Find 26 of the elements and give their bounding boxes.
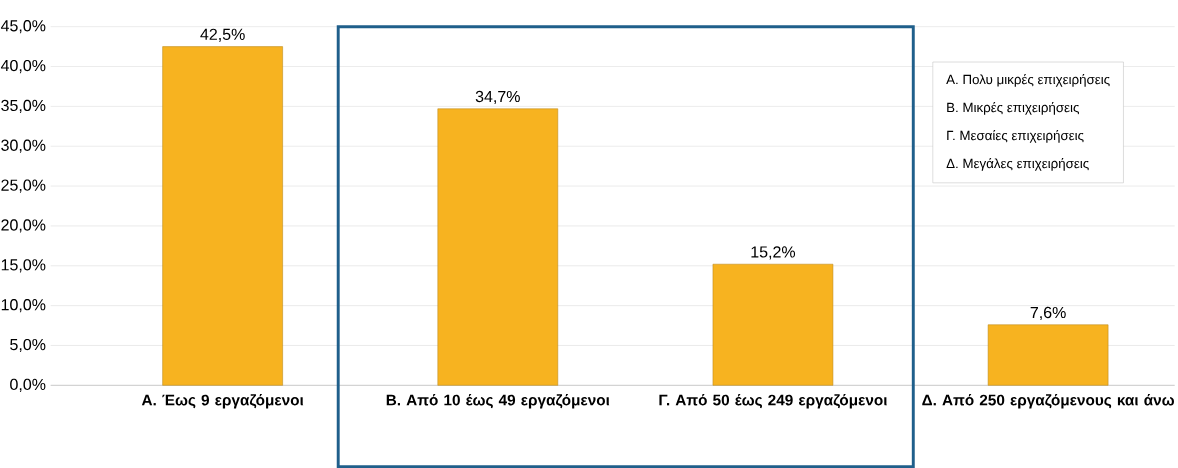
x-tick-label: Β. Από 10 έως 49 εργαζόμενοι	[386, 394, 610, 409]
y-tick-label: 0,0%	[10, 378, 46, 392]
annotation: Γ. Μεσαίες επιχειρήσεις	[947, 129, 1084, 143]
data-label: 7,6%	[1030, 306, 1066, 321]
bar	[162, 46, 283, 386]
bar	[437, 108, 559, 386]
annotation: Α. Πολυ μικρές επιχειρήσεις	[946, 74, 1110, 87]
y-tick-label: 45,0%	[0, 20, 46, 34]
bar	[712, 263, 834, 386]
y-tick-label: 40,0%	[0, 59, 46, 74]
x-tick-label: Δ. Από 250 εργαζόμενους και άνω	[922, 394, 1174, 409]
x-tick-label: Γ. Από 50 έως 249 εργαζόμενοι	[659, 394, 887, 409]
data-label: 42,5%	[200, 28, 245, 42]
y-tick-label: 20,0%	[1, 219, 46, 233]
y-tick-label: 10,0%	[1, 299, 46, 313]
annotation: Δ. Μεγάλες επιχειρήσεις	[946, 158, 1089, 171]
data-label: 34,7%	[475, 90, 520, 105]
y-tick-label: 25,0%	[1, 179, 46, 193]
y-tick-label: 35,0%	[1, 99, 46, 113]
bar	[987, 324, 1109, 386]
data-label: 15,2%	[751, 246, 796, 260]
annotation: Β. Μικρές επιχειρήσεις	[947, 102, 1079, 115]
y-tick-label: 30,0%	[1, 139, 46, 153]
y-tick-label: 5,0%	[10, 338, 46, 353]
y-tick-label: 15,0%	[1, 259, 46, 273]
x-tick-label: Α. Έως 9 εργαζόμενοι	[141, 394, 304, 409]
